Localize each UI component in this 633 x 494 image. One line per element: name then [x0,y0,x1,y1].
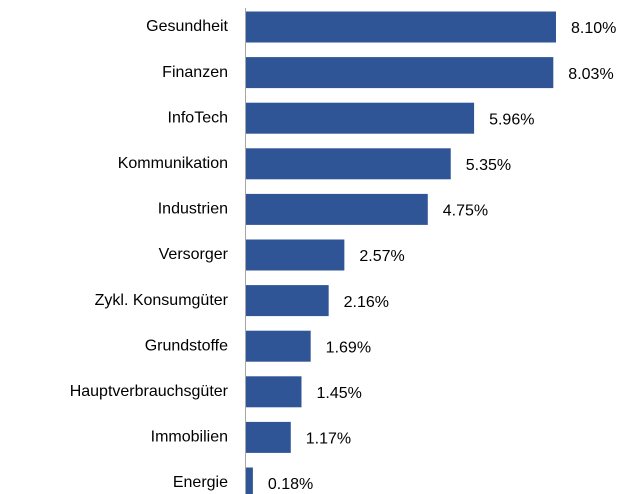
bar [246,193,428,225]
category-label: Grundstoffe [145,337,228,354]
value-label: 8.10% [571,20,616,37]
bar [246,148,451,180]
bar [246,239,345,271]
value-label: 1.17% [306,431,351,448]
value-label: 2.16% [344,294,389,311]
value-label: 5.96% [489,111,534,128]
category-label: Hauptverbrauchsgüter [70,383,229,400]
value-label: 2.57% [359,248,404,265]
category-label: Versorger [159,246,229,263]
category-label: Industrien [158,201,228,218]
category-label: Finanzen [162,64,228,81]
category-label: Energie [173,474,228,491]
bar [246,285,329,317]
category-label: Gesundheit [146,18,228,35]
category-label: Zykl. Konsumgüter [95,292,229,309]
bar [246,421,291,453]
value-label: 4.75% [443,203,488,220]
value-label: 0.18% [268,476,313,493]
bar [246,11,556,43]
bar [246,467,253,494]
bar [246,376,302,408]
category-label: InfoTech [168,109,228,126]
bar [246,330,311,362]
category-label: Kommunikation [118,155,228,172]
value-label: 1.69% [326,339,371,356]
value-label: 5.35% [466,157,511,174]
value-label: 8.03% [568,66,613,83]
category-label: Immobilien [151,429,228,446]
bar [246,102,475,134]
value-label: 1.45% [316,385,361,402]
bar [246,57,554,89]
